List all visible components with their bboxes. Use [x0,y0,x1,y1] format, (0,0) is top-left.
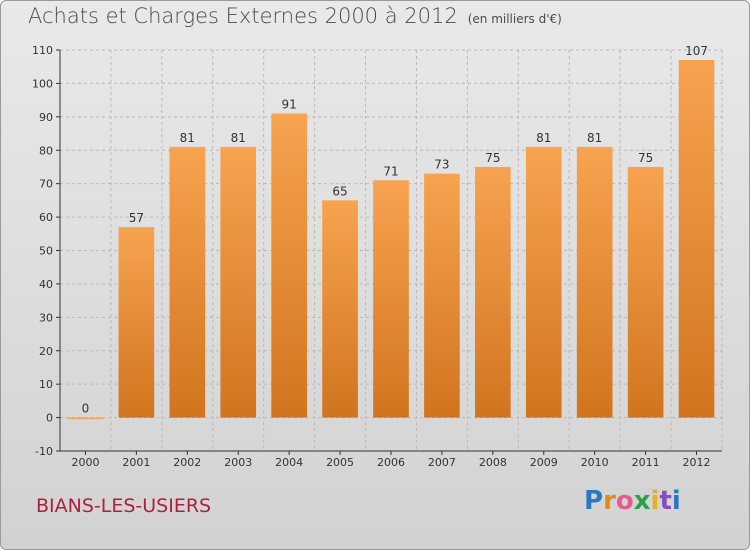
data-label: 81 [180,131,195,145]
logo-letter: i [650,486,660,516]
x-tick-label: 2008 [479,456,507,469]
bar [475,166,511,418]
x-tick-label: 2005 [326,456,354,469]
y-tick-label: 10 [39,378,53,391]
x-tick-label: 2011 [632,456,660,469]
bar [322,200,358,418]
x-tick-label: 2004 [275,456,303,469]
x-tick-label: 2000 [71,456,99,469]
bar [220,146,257,418]
x-tick-label: 2007 [428,456,456,469]
y-tick-label: 30 [39,311,53,324]
y-tick-label: 50 [39,245,53,258]
x-tick-label: 2012 [683,456,711,469]
unit-note: (en milliers d'€) [467,12,562,26]
x-tick-label: 2006 [377,456,405,469]
bar [118,227,155,418]
commune-name: BIANS-LES-USIERS [36,495,212,517]
y-tick-label: 80 [39,144,53,157]
bar [678,60,715,418]
bar [271,113,307,418]
bar [525,146,562,418]
y-tick-label: 60 [39,211,53,224]
x-tick-label: 2001 [122,456,150,469]
data-label: 65 [332,184,347,198]
data-label: 71 [383,164,398,178]
bar [169,146,206,418]
data-label: 75 [485,151,500,165]
data-label: 81 [231,131,246,145]
x-tick-label: 2003 [224,456,252,469]
x-tick-label: 2002 [173,456,201,469]
data-label: 107 [685,44,708,58]
y-tick-label: -10 [35,445,53,458]
data-label: 57 [129,211,144,225]
y-tick-label: 90 [39,111,53,124]
logo-letter: t [659,486,672,516]
x-tick-label: 2010 [581,456,609,469]
data-label: 73 [434,158,449,172]
logo-letter: r [603,486,616,516]
bar [373,180,409,418]
data-label: 0 [82,402,90,416]
data-label: 91 [282,97,297,111]
y-tick-label: 40 [39,278,53,291]
data-label: 81 [536,131,551,145]
y-tick-label: 70 [39,178,53,191]
x-tick-label: 2009 [530,456,558,469]
y-tick-label: 100 [32,77,53,90]
chart-title-block: Achats et Charges Externes 2000 à 2012 (e… [28,4,562,28]
y-tick-label: 0 [46,412,53,425]
logo-letter: i [671,486,681,516]
data-label: 81 [587,131,602,145]
chart-title: Achats et Charges Externes 2000 à 2012 [28,4,458,28]
bar [424,173,460,418]
data-label: 75 [638,151,653,165]
bar [576,146,613,418]
proxiti-logo: Proxiti [584,486,681,516]
logo-letter: P [584,486,604,516]
bar [627,166,664,418]
y-tick-label: 110 [32,44,53,57]
logo-letter: o [615,486,634,516]
logo-letter: x [633,486,651,516]
y-tick-label: 20 [39,345,53,358]
bar [67,417,104,420]
